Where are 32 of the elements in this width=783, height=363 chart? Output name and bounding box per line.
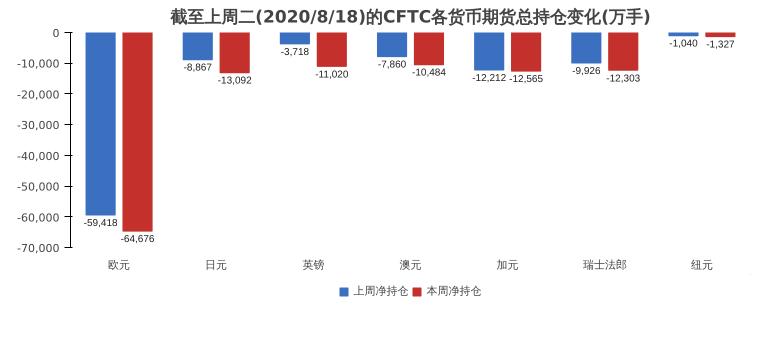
y-tick-label: -60,000 bbox=[17, 211, 60, 224]
data-label: -12,565 bbox=[509, 74, 544, 86]
y-tick-label: -50,000 bbox=[17, 180, 60, 194]
chart-title: 截至上周二(2020/8/18)的CFTC各货币期货总持仓变化(万手) bbox=[169, 8, 651, 28]
data-label: -64,676 bbox=[120, 234, 155, 246]
x-tick-label: 瑞士法郎 bbox=[582, 258, 627, 272]
y-tick-label: -70,000 bbox=[17, 242, 60, 255]
x-tick-label: 英镑 bbox=[302, 258, 324, 272]
legend-label: 本周净持仓 bbox=[426, 284, 482, 298]
data-label: -10,484 bbox=[412, 68, 446, 79]
y-tick-label: -40,000 bbox=[17, 150, 60, 163]
legend-label: 上周净持仓 bbox=[354, 284, 408, 298]
x-tick-label: 加元 bbox=[496, 258, 519, 272]
data-label: -1,040 bbox=[669, 38, 698, 50]
data-label: -9,926 bbox=[572, 66, 601, 77]
x-tick-label: 欧元 bbox=[108, 258, 130, 272]
data-label: -12,212 bbox=[472, 73, 507, 84]
x-tick-label: 澳元 bbox=[400, 258, 422, 272]
data-label: -11,020 bbox=[315, 69, 349, 80]
x-tick-label: 日元 bbox=[205, 258, 228, 272]
data-label: -7,860 bbox=[378, 60, 407, 71]
x-tick-label: 纽元 bbox=[690, 258, 713, 272]
y-tick-label: 0 bbox=[52, 27, 60, 40]
y-tick-label: -10,000 bbox=[17, 58, 60, 71]
data-label: -12,303 bbox=[606, 73, 641, 84]
y-tick-label: -30,000 bbox=[17, 119, 60, 132]
data-label: -13,092 bbox=[218, 76, 252, 87]
data-label: -3,718 bbox=[280, 46, 310, 58]
data-label: -59,418 bbox=[84, 218, 118, 229]
y-tick-label: -20,000 bbox=[17, 88, 60, 102]
data-label: -1,327 bbox=[706, 40, 735, 51]
data-label: -8,867 bbox=[184, 62, 212, 74]
